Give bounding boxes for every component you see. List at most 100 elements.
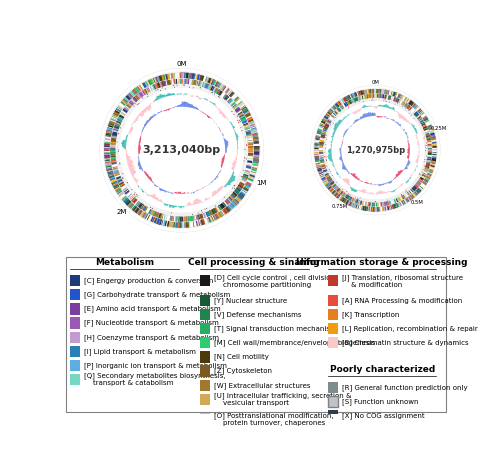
Polygon shape bbox=[147, 87, 150, 92]
Polygon shape bbox=[246, 166, 251, 168]
Polygon shape bbox=[318, 129, 322, 130]
Polygon shape bbox=[384, 94, 386, 99]
Polygon shape bbox=[418, 156, 419, 157]
Polygon shape bbox=[324, 172, 328, 173]
Polygon shape bbox=[398, 173, 400, 175]
Polygon shape bbox=[182, 73, 183, 78]
Polygon shape bbox=[105, 162, 110, 163]
Polygon shape bbox=[414, 192, 417, 196]
Polygon shape bbox=[342, 164, 344, 165]
Polygon shape bbox=[151, 210, 154, 215]
Polygon shape bbox=[118, 114, 124, 121]
Polygon shape bbox=[136, 179, 139, 182]
Polygon shape bbox=[367, 182, 368, 184]
Polygon shape bbox=[228, 206, 232, 210]
Polygon shape bbox=[106, 167, 112, 173]
Polygon shape bbox=[384, 105, 386, 107]
Polygon shape bbox=[164, 203, 166, 205]
Polygon shape bbox=[428, 158, 432, 159]
Polygon shape bbox=[181, 104, 182, 106]
Polygon shape bbox=[404, 103, 408, 107]
Polygon shape bbox=[321, 164, 325, 165]
Polygon shape bbox=[406, 198, 408, 202]
Polygon shape bbox=[323, 170, 327, 172]
Polygon shape bbox=[334, 105, 338, 108]
Polygon shape bbox=[148, 120, 150, 122]
Polygon shape bbox=[163, 220, 164, 226]
Polygon shape bbox=[328, 187, 334, 192]
Polygon shape bbox=[252, 129, 256, 132]
Polygon shape bbox=[248, 142, 253, 144]
Polygon shape bbox=[163, 74, 166, 80]
Polygon shape bbox=[350, 202, 356, 207]
Polygon shape bbox=[248, 142, 252, 143]
Polygon shape bbox=[408, 151, 410, 152]
Polygon shape bbox=[212, 192, 216, 195]
Polygon shape bbox=[158, 112, 160, 113]
Polygon shape bbox=[130, 168, 134, 171]
Polygon shape bbox=[115, 124, 120, 126]
Polygon shape bbox=[166, 74, 168, 80]
Polygon shape bbox=[252, 162, 258, 166]
Text: [L] Replication, recombination & repair: [L] Replication, recombination & repair bbox=[342, 326, 477, 332]
Polygon shape bbox=[230, 101, 234, 105]
Polygon shape bbox=[368, 202, 369, 206]
Polygon shape bbox=[427, 139, 431, 141]
Polygon shape bbox=[344, 117, 346, 119]
Polygon shape bbox=[114, 122, 120, 129]
Polygon shape bbox=[362, 116, 363, 119]
Polygon shape bbox=[173, 222, 175, 227]
Polygon shape bbox=[147, 120, 149, 122]
Polygon shape bbox=[235, 133, 237, 135]
Polygon shape bbox=[432, 154, 436, 155]
Polygon shape bbox=[238, 185, 242, 188]
Polygon shape bbox=[377, 94, 378, 98]
Polygon shape bbox=[428, 146, 432, 148]
Polygon shape bbox=[361, 206, 362, 210]
Polygon shape bbox=[376, 203, 378, 206]
Polygon shape bbox=[416, 166, 418, 167]
Polygon shape bbox=[324, 128, 327, 130]
Polygon shape bbox=[162, 81, 166, 86]
Polygon shape bbox=[425, 145, 426, 146]
Polygon shape bbox=[412, 104, 416, 107]
Polygon shape bbox=[132, 206, 137, 211]
Polygon shape bbox=[418, 117, 422, 120]
Text: [B] Chromatin structure & dynamics: [B] Chromatin structure & dynamics bbox=[342, 339, 468, 346]
Polygon shape bbox=[132, 198, 136, 202]
Polygon shape bbox=[148, 106, 150, 109]
Polygon shape bbox=[387, 105, 388, 108]
Polygon shape bbox=[405, 98, 407, 101]
Polygon shape bbox=[334, 124, 338, 127]
Polygon shape bbox=[246, 133, 251, 134]
Polygon shape bbox=[110, 145, 116, 146]
Polygon shape bbox=[245, 170, 250, 173]
Polygon shape bbox=[386, 95, 387, 99]
Polygon shape bbox=[154, 78, 156, 83]
Polygon shape bbox=[107, 128, 112, 131]
Polygon shape bbox=[243, 188, 248, 191]
Polygon shape bbox=[149, 105, 152, 108]
Polygon shape bbox=[144, 89, 148, 94]
Polygon shape bbox=[110, 118, 116, 121]
Polygon shape bbox=[128, 95, 131, 99]
Polygon shape bbox=[342, 179, 344, 180]
Polygon shape bbox=[193, 87, 194, 88]
Polygon shape bbox=[112, 182, 118, 187]
Polygon shape bbox=[162, 75, 164, 80]
Polygon shape bbox=[184, 73, 186, 78]
Polygon shape bbox=[412, 125, 415, 127]
Polygon shape bbox=[176, 79, 178, 84]
Polygon shape bbox=[228, 99, 233, 104]
Polygon shape bbox=[215, 81, 220, 87]
Polygon shape bbox=[163, 190, 164, 191]
Polygon shape bbox=[155, 185, 156, 186]
Polygon shape bbox=[414, 127, 415, 129]
Polygon shape bbox=[321, 164, 325, 166]
Polygon shape bbox=[415, 106, 418, 110]
Polygon shape bbox=[388, 96, 391, 100]
Polygon shape bbox=[106, 168, 112, 172]
Polygon shape bbox=[218, 83, 222, 88]
Polygon shape bbox=[420, 112, 424, 115]
Polygon shape bbox=[157, 186, 158, 187]
